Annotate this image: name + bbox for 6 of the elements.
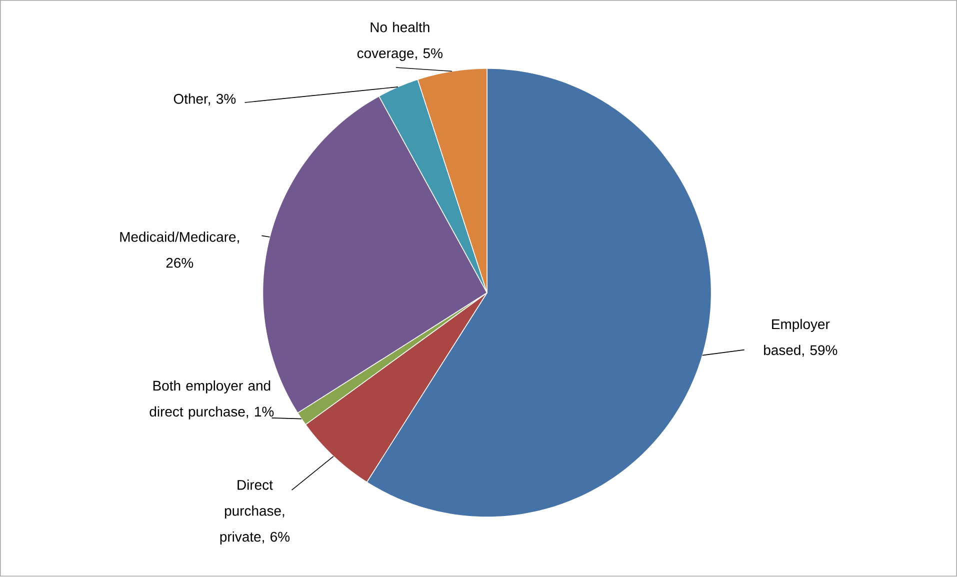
slice-label: Both employer and direct purchase, 1% xyxy=(150,380,274,420)
slice-label: Medicaid/Medicare, 26% xyxy=(120,232,239,268)
slice-label: Employer based, 59% xyxy=(764,319,838,357)
slice-label: No health coverage, 5% xyxy=(357,22,442,62)
slice-label: Other, 3% xyxy=(174,94,236,106)
slice-label: Direct purchase, private, 6% xyxy=(220,480,290,545)
